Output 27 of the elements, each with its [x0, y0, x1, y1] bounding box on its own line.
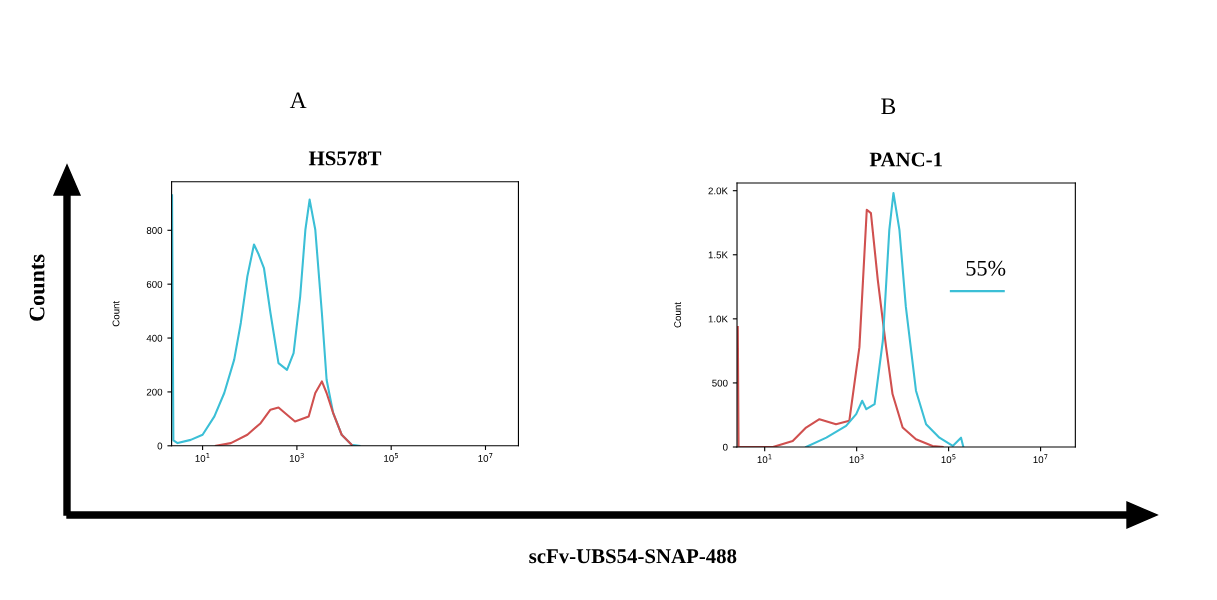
- x-tick-label: 10$^{5}$: [384, 453, 399, 462]
- x-tick-label: 10$^{7}$: [1033, 454, 1048, 464]
- text: B: [881, 98, 896, 115]
- y-tick-label: 0: [157, 442, 163, 450]
- y-tick-label: 1.5K: [708, 251, 728, 259]
- y-tick-label: 1.0K: [708, 315, 728, 323]
- x-tick-label: 10$^{1}$: [757, 454, 772, 464]
- y-axis-title: Count: [112, 300, 120, 327]
- y-axis-title: Count: [674, 302, 682, 328]
- x-tick-label: 10$^{3}$: [289, 453, 304, 462]
- y-tick-label: 2.0K: [708, 187, 728, 195]
- text: Counts: [29, 254, 45, 321]
- text: A: [289, 92, 307, 108]
- annotation: 55%: [966, 260, 1006, 276]
- y-tick-label: 200: [146, 388, 163, 396]
- y-tick-label: 0: [722, 443, 728, 451]
- x-tick-label: 10$^{5}$: [941, 454, 956, 464]
- chart-title: PANC-1: [869, 152, 942, 167]
- y-tick-label: 500: [712, 379, 728, 387]
- x-tick-label: 10$^{3}$: [849, 454, 864, 464]
- y-tick-label: 600: [146, 280, 163, 288]
- y-tick-label: 800: [146, 227, 163, 234]
- text: scFv-UBS54-SNAP-488: [529, 549, 737, 564]
- y-tick-label: 400: [146, 334, 163, 342]
- chart-title: HS578T: [308, 151, 382, 166]
- x-tick-label: 10$^{1}$: [195, 453, 210, 462]
- x-tick-label: 10$^{7}$: [478, 453, 493, 462]
